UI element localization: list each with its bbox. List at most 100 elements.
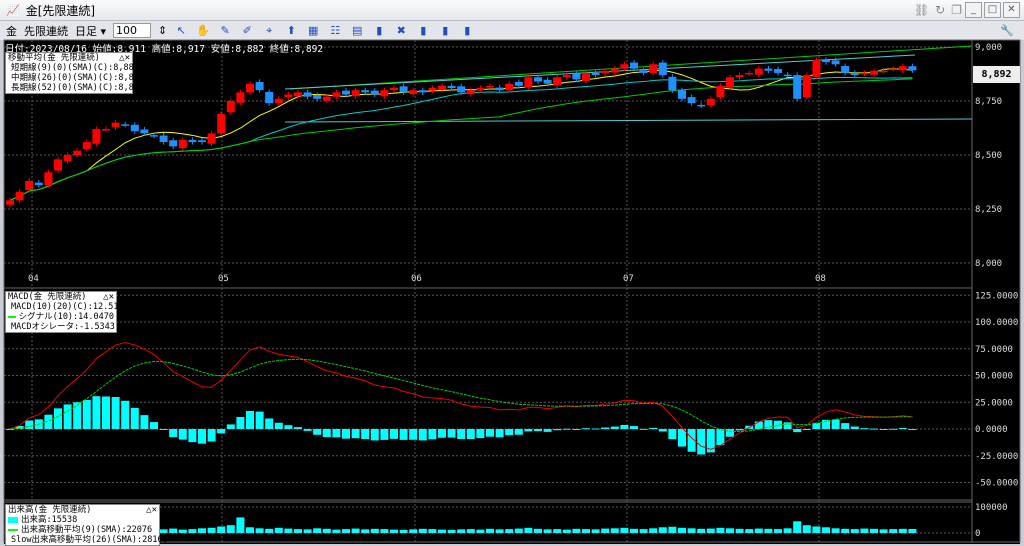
macd-histogram-bar [121, 400, 130, 429]
volume-bar [841, 528, 850, 533]
table-icon[interactable]: ▤ [352, 23, 363, 37]
legend-title: MACD(金 先限連続) [8, 292, 87, 302]
candle [486, 85, 494, 88]
volume-bar [831, 528, 840, 533]
count-input[interactable]: 100 [113, 23, 152, 38]
candle [543, 79, 552, 84]
refresh-icon[interactable]: ↻ [935, 3, 946, 17]
macd-histogram-bar [735, 429, 744, 431]
macd-histogram-bar [284, 425, 293, 429]
volume-bar [850, 529, 859, 533]
candle [524, 77, 533, 88]
volume-bar [428, 529, 437, 533]
macd-line [9, 342, 913, 450]
chart2-icon[interactable]: ▮ [442, 23, 449, 37]
volume-bar [879, 529, 888, 533]
candle [860, 72, 869, 75]
legend-item: 出来高移動平均(9)(SMA):22076 [21, 525, 153, 535]
volume-bar [534, 528, 542, 533]
maximize-button[interactable]: □ [984, 2, 1001, 18]
chart3-icon[interactable]: ▮ [464, 23, 471, 37]
candle [159, 135, 168, 143]
volume-bar [783, 528, 792, 533]
candle [322, 96, 331, 101]
macd-histogram-bar [706, 429, 715, 453]
volume-bar [620, 527, 629, 533]
macd-tick-label: 50.0000 [975, 372, 1013, 382]
macd-tick-label: 125.0000 [975, 291, 1018, 301]
candle [812, 59, 821, 77]
candle [140, 129, 149, 134]
period-select[interactable]: 日足 ▾ [75, 24, 107, 38]
macd-histogram-bar [409, 429, 418, 440]
x-tick-label: 04 [28, 274, 39, 284]
bar-chart-icon[interactable]: ▮ [376, 23, 383, 37]
macd-histogram-bar [822, 419, 830, 429]
chart1-icon[interactable]: ▮ [420, 23, 427, 37]
candle [188, 139, 197, 143]
close-button[interactable]: ✕ [1003, 2, 1020, 18]
pencil-icon[interactable]: ✎ [220, 23, 230, 37]
circle-arrow-icon[interactable]: ⬆ [286, 23, 296, 37]
crosshair-icon[interactable]: ⌖ [266, 23, 273, 37]
hand-icon[interactable]: ✋ [196, 23, 211, 37]
volume-bar [860, 528, 869, 533]
grid-icon[interactable]: ☷ [330, 23, 341, 37]
delete-chart-icon[interactable]: ✖ [396, 23, 406, 37]
ma-line-52 [9, 78, 913, 201]
legend-item: 出来高:15538 [21, 515, 78, 525]
macd-tick-label: 0.0000 [975, 425, 1008, 435]
macd-tick-label: -25.0000 [975, 452, 1018, 462]
contract-label[interactable]: 先限連続 [24, 24, 68, 38]
count-stepper[interactable]: ⇕ [158, 24, 168, 37]
pointer-icon[interactable]: ↖ [176, 23, 186, 37]
volume-bar [188, 529, 197, 533]
candle [409, 90, 418, 95]
volume-legend[interactable]: 出来高(金 先限連続) △✕ 出来高:15538 出来高移動平均(9)(SMA):… [5, 504, 168, 546]
volume-bar [332, 529, 341, 533]
legend-title: 出来高(金 先限連続) [8, 505, 92, 515]
volume-bar [274, 527, 283, 533]
macd-histogram-bar [850, 426, 859, 429]
copy-icon[interactable]: ❐ [951, 3, 962, 17]
settings-icon[interactable]: 🔧 [1000, 24, 1014, 37]
symbol-label[interactable]: 金 [6, 24, 17, 38]
volume-bar [447, 529, 456, 533]
macd-tick-label: 100.0000 [975, 318, 1018, 328]
volume-bar [870, 528, 878, 533]
macd-histogram-bar [303, 429, 312, 431]
macd-histogram-bar [889, 428, 898, 430]
candle [428, 88, 437, 91]
volume-bar [908, 528, 917, 533]
legend-close-icon[interactable]: △✕ [146, 505, 157, 515]
ma-legend[interactable]: 移動平均(金 先限連続) △✕ 短期線(9)(0)(SMA)(C):8,885 中… [5, 52, 144, 94]
macd-histogram-bar [639, 428, 648, 430]
channel-line [284, 118, 973, 123]
chart-area[interactable] [4, 40, 1020, 544]
macd-legend[interactable]: MACD(金 先限連続) △✕ MACD(10)(20)(C):12.5127 シ… [5, 291, 129, 333]
candle [831, 60, 840, 65]
legend-close-icon[interactable]: △✕ [103, 292, 114, 302]
volume-bar [543, 529, 552, 533]
draw-icon[interactable]: ✐ [242, 23, 252, 37]
volume-bar [486, 528, 494, 533]
candle [418, 90, 427, 93]
legend-close-icon[interactable]: △✕ [119, 53, 130, 63]
macd-histogram-bar [687, 429, 696, 452]
volume-bar [246, 527, 254, 533]
candle [92, 129, 101, 144]
macd-histogram-bar [908, 429, 917, 430]
candle [745, 72, 754, 75]
macd-tick-label: 75.0000 [975, 345, 1013, 355]
minimize-button[interactable]: _ [965, 2, 982, 18]
link-icon[interactable]: ⛓ [913, 3, 930, 17]
signal-line [9, 358, 913, 433]
price-tick-label: 8,000 [975, 259, 1002, 269]
candle [582, 72, 590, 82]
macd-histogram-bar [764, 420, 773, 429]
calendar-icon[interactable]: ▦ [308, 23, 319, 37]
macd-histogram-bar [342, 429, 350, 439]
price-tick-label: 8,250 [975, 205, 1002, 215]
candle [658, 62, 667, 76]
